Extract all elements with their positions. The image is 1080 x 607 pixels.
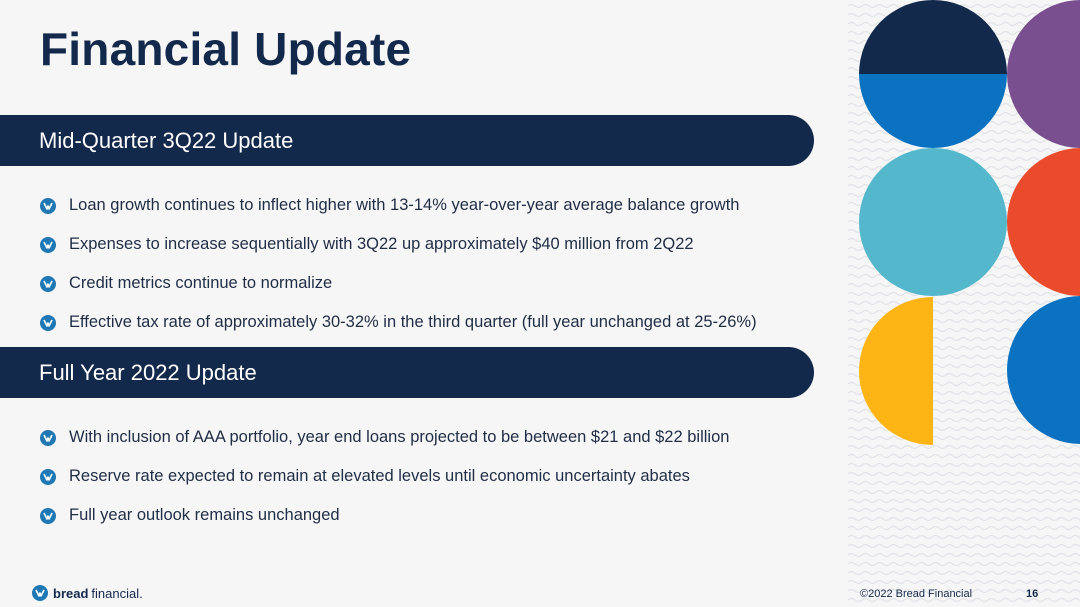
bullet-text: Effective tax rate of approximately 30-3… — [69, 313, 757, 331]
bread-logo-bullet-icon — [40, 314, 56, 331]
list-item: Reserve rate expected to remain at eleva… — [40, 457, 729, 496]
wavy-line — [848, 462, 1080, 468]
list-item: Expenses to increase sequentially with 3… — [40, 225, 757, 264]
bullet-text: Expenses to increase sequentially with 3… — [69, 235, 694, 253]
brand-name-light: financial. — [91, 585, 143, 601]
blue-circle — [1007, 296, 1080, 444]
section-header-mid-quarter: Mid-Quarter 3Q22 Update — [0, 115, 814, 166]
bread-financial-logo-icon — [32, 585, 48, 601]
wavy-line — [848, 453, 1080, 459]
bullet-text: Reserve rate expected to remain at eleva… — [69, 467, 690, 485]
wavy-line — [848, 516, 1080, 522]
navy-half-circle — [859, 0, 1007, 74]
purple-circle — [1007, 0, 1080, 148]
list-item: Full year outlook remains unchanged — [40, 496, 729, 535]
wavy-line — [848, 444, 1080, 450]
slide-title: Financial Update — [40, 23, 412, 75]
orange-red-circle — [1007, 148, 1080, 296]
bullet-text: Full year outlook remains unchanged — [69, 506, 340, 524]
list-item: Effective tax rate of approximately 30-3… — [40, 303, 757, 342]
bullet-list-full-year: With inclusion of AAA portfolio, year en… — [40, 418, 729, 535]
wavy-line — [848, 534, 1080, 540]
blue-half-circle — [859, 74, 1007, 148]
wavy-line — [848, 498, 1080, 504]
wavy-line — [848, 543, 1080, 549]
section-header-full-year: Full Year 2022 Update — [0, 347, 814, 398]
wavy-line — [848, 300, 1080, 306]
bullet-list-mid-quarter: Loan growth continues to inflect higher … — [40, 186, 757, 342]
wavy-line — [848, 291, 1080, 297]
bread-logo-bullet-icon — [40, 468, 56, 485]
wavy-line — [848, 525, 1080, 531]
yellow-half-circle — [859, 297, 933, 445]
wavy-line — [848, 471, 1080, 477]
wavy-line — [848, 507, 1080, 513]
section-heading: Full Year 2022 Update — [39, 359, 257, 385]
wavy-line — [848, 570, 1080, 576]
bread-logo-bullet-icon — [40, 507, 56, 524]
brand-name-bold: bread — [53, 585, 89, 601]
bullet-text: Credit metrics continue to normalize — [69, 274, 333, 292]
wavy-line — [848, 579, 1080, 585]
bread-logo-bullet-icon — [40, 275, 56, 292]
page-number: 16 — [1026, 588, 1039, 600]
wavy-line — [848, 147, 1080, 153]
list-item: With inclusion of AAA portfolio, year en… — [40, 418, 729, 457]
wavy-line — [848, 480, 1080, 486]
wavy-line — [848, 3, 1080, 9]
bread-logo-bullet-icon — [40, 197, 56, 214]
wavy-line — [848, 435, 1080, 441]
wavy-line — [848, 489, 1080, 495]
wavy-line — [848, 597, 1080, 603]
bullet-text: Loan growth continues to inflect higher … — [69, 196, 740, 214]
wavy-line — [848, 561, 1080, 567]
teal-circle — [859, 148, 1007, 296]
section-heading: Mid-Quarter 3Q22 Update — [39, 127, 294, 153]
list-item: Credit metrics continue to normalize — [40, 264, 757, 303]
list-item: Loan growth continues to inflect higher … — [40, 186, 757, 225]
bread-logo-bullet-icon — [40, 429, 56, 446]
wavy-line — [848, 588, 1080, 594]
copyright-text: ©2022 Bread Financial — [860, 588, 973, 600]
footer-brand-logo: bread financial. — [32, 585, 143, 601]
decorative-circles — [859, 0, 1080, 445]
wavy-line — [848, 138, 1080, 144]
bullet-text: With inclusion of AAA portfolio, year en… — [69, 428, 730, 446]
wavy-line — [848, 552, 1080, 558]
bread-logo-bullet-icon — [40, 236, 56, 253]
